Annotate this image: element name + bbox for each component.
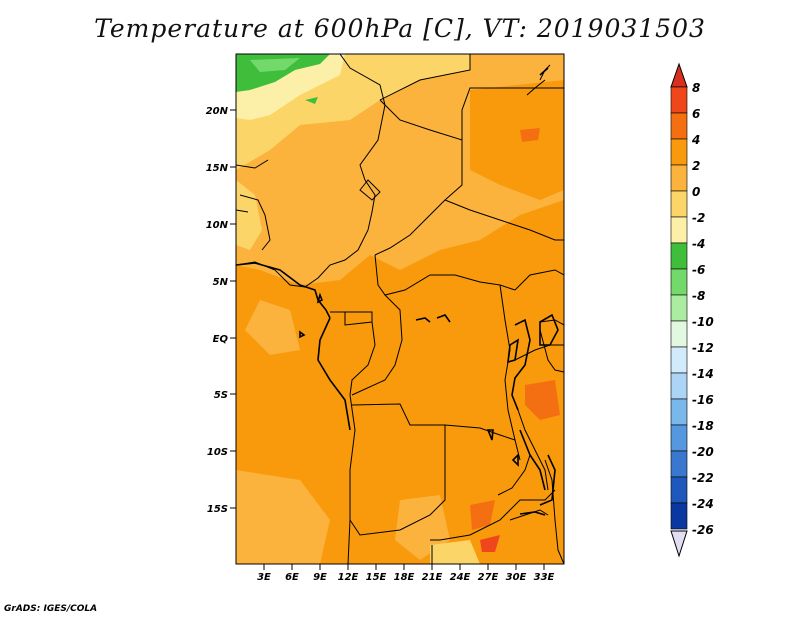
- colorbar-band: [670, 502, 688, 530]
- colorbar-top-arrow: [670, 62, 688, 88]
- colorbar-label: -18: [692, 419, 714, 433]
- colorbar-band: [670, 476, 688, 504]
- colorbar: 8 6 4 2 0 -2 -4 -6 -8 -10 -12 -14 -16 -1…: [670, 62, 714, 558]
- lon-axis: 3E 6E 9E 12E 15E 18E 21E 24E 27E 30E 33E: [257, 564, 555, 583]
- colorbar-label: -4: [692, 237, 705, 251]
- colorbar-band: [670, 216, 688, 244]
- lat-axis: 20N 15N 10N 5N EQ 5S 10S 15S: [206, 106, 236, 515]
- colorbar-band: [670, 450, 688, 478]
- colorbar-label: 0: [692, 185, 700, 199]
- colorbar-band: [670, 268, 688, 296]
- temperature-field: [236, 54, 564, 564]
- colorbar-label: -24: [692, 497, 714, 511]
- lon-tick-label: 27E: [478, 572, 499, 583]
- colorbar-label: -8: [692, 289, 705, 303]
- colorbar-band: [670, 164, 688, 192]
- lat-tick-label: EQ: [213, 334, 229, 345]
- colorbar-band: [670, 320, 688, 348]
- colorbar-label: -6: [692, 263, 705, 277]
- colorbar-band: [670, 138, 688, 166]
- colorbar-band: [670, 242, 688, 270]
- colorbar-label: -22: [692, 471, 714, 485]
- colorbar-label: -16: [692, 393, 714, 407]
- colorbar-band: [670, 398, 688, 426]
- lon-tick-label: 6E: [285, 572, 299, 583]
- lat-tick-label: 20N: [206, 106, 229, 117]
- coastlines: [236, 67, 559, 516]
- colorbar-band: [670, 112, 688, 140]
- colorbar-label: 6: [692, 107, 700, 121]
- chart-title: Temperature at 600hPa [C], VT: 201903150…: [94, 14, 706, 43]
- lon-tick-label: 33E: [534, 572, 555, 583]
- colorbar-label: -12: [692, 341, 714, 355]
- colorbar-label: -2: [692, 211, 705, 225]
- colorbar-label: -14: [692, 367, 714, 381]
- lon-tick-label: 3E: [257, 572, 271, 583]
- lon-tick-label: 15E: [366, 572, 387, 583]
- lon-tick-label: 18E: [394, 572, 415, 583]
- colorbar-label: -26: [692, 523, 714, 537]
- colorbar-label: -20: [692, 445, 714, 459]
- country-borders: [236, 54, 564, 564]
- lat-tick-label: 10S: [207, 447, 228, 458]
- lat-tick-label: 10N: [206, 220, 229, 231]
- colorbar-bottom-arrow: [670, 530, 688, 558]
- colorbar-band: [670, 190, 688, 218]
- lat-tick-label: 15S: [207, 504, 228, 515]
- colorbar-band: [670, 424, 688, 452]
- colorbar-band: [670, 372, 688, 400]
- colorbar-bands: [670, 86, 688, 530]
- colorbar-band: [670, 294, 688, 322]
- lat-tick-label: 5N: [213, 277, 229, 288]
- lon-tick-label: 12E: [338, 572, 359, 583]
- lon-tick-label: 21E: [422, 572, 443, 583]
- credit-text: GrADS: IGES/COLA: [4, 604, 98, 614]
- colorbar-band: [670, 86, 688, 114]
- map-frame: [235, 53, 565, 565]
- lat-tick-label: 5S: [214, 390, 228, 401]
- lon-tick-label: 30E: [506, 572, 527, 583]
- lon-tick-label: 9E: [313, 572, 327, 583]
- colorbar-label: 2: [692, 159, 700, 173]
- colorbar-label: -10: [692, 315, 714, 329]
- colorbar-band: [670, 346, 688, 374]
- lat-tick-label: 15N: [206, 163, 229, 174]
- colorbar-label: 4: [691, 133, 700, 147]
- lon-tick-label: 24E: [450, 572, 471, 583]
- colorbar-label: 8: [692, 81, 700, 95]
